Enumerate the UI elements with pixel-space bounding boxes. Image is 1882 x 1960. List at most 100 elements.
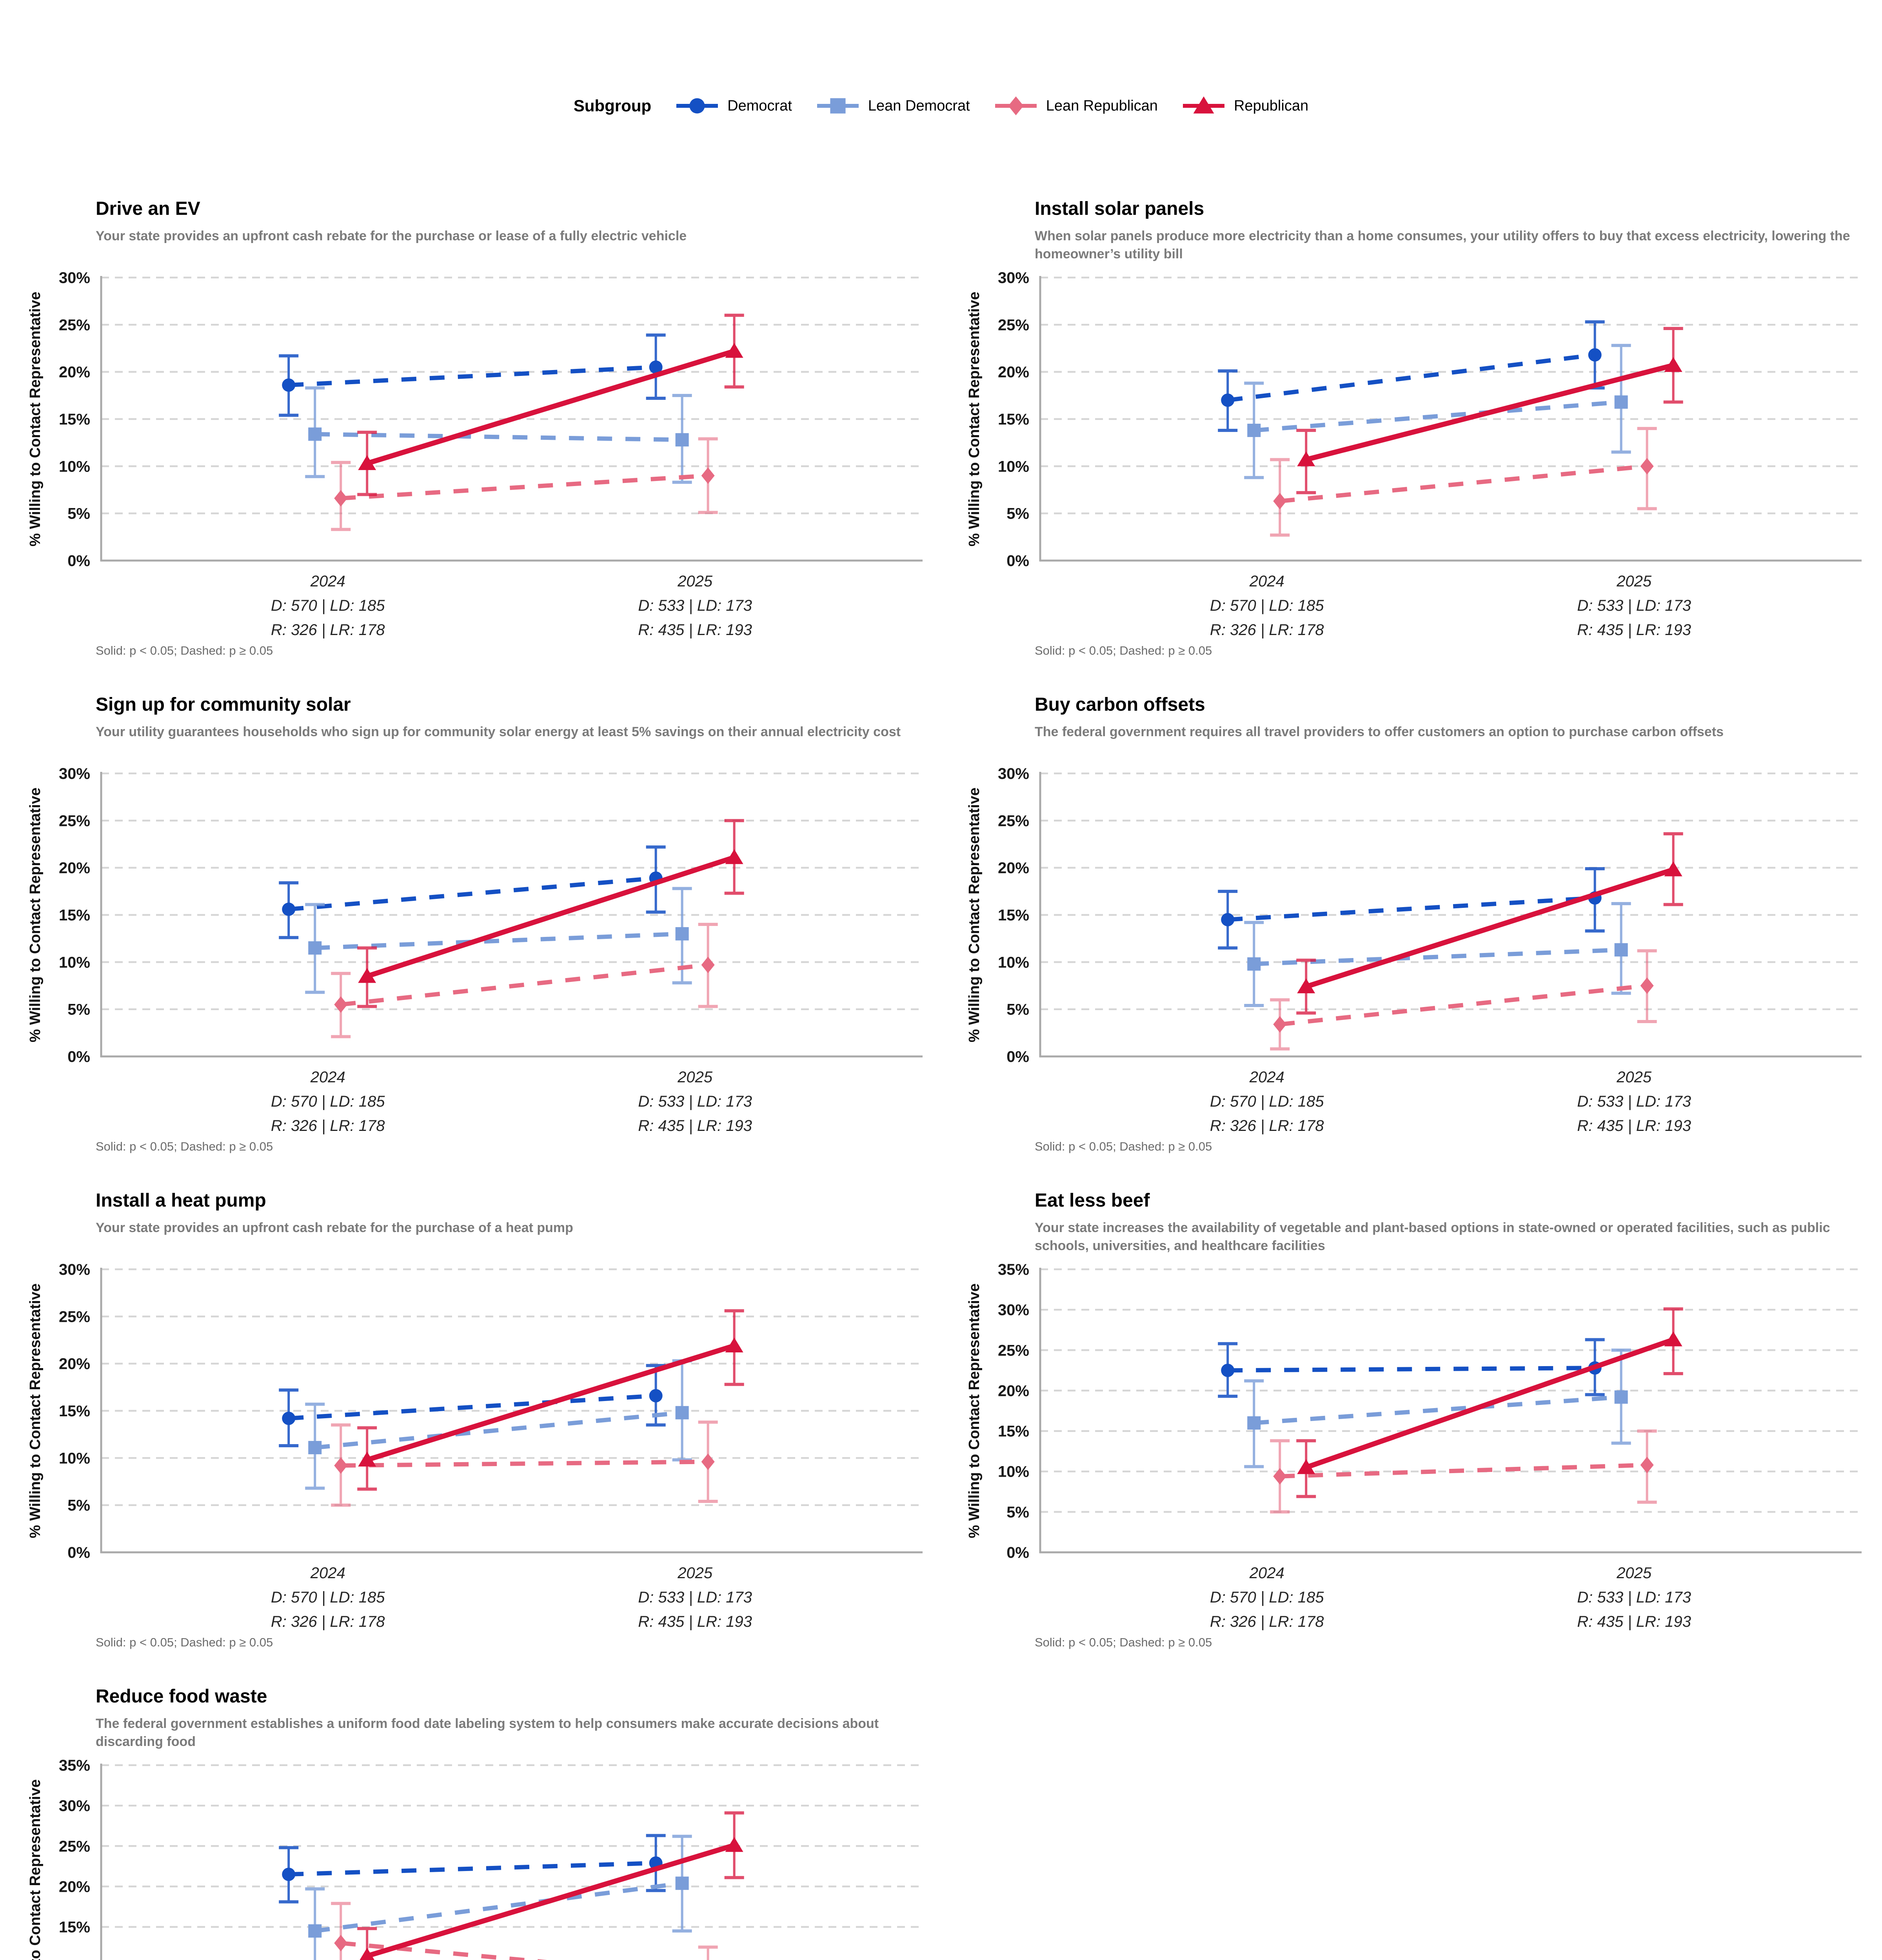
series-lean-republican xyxy=(331,1902,718,1960)
lean-democrat-marker-2025 xyxy=(675,1406,689,1419)
lean-democrat-marker-2024 xyxy=(308,427,322,441)
y-tick-label: 30% xyxy=(59,766,90,782)
lean-republican-marker-2025 xyxy=(701,956,715,973)
y-tick-label: 5% xyxy=(67,1001,90,1018)
series-republican xyxy=(1296,832,1683,1015)
democrat-marker-2025 xyxy=(649,360,663,374)
republican-marker-2024 xyxy=(1297,978,1315,993)
sample-size-label: D: 533 | LD: 173 xyxy=(638,597,752,614)
plot-install-solar-panels: 0% 5% 10% 15% 20% 25% 30% % Willing to Contact … xyxy=(966,270,1862,639)
sample-size-label: D: 570 | LD: 185 xyxy=(271,597,385,614)
y-tick-label: 30% xyxy=(998,1301,1029,1319)
triangle-marker-icon xyxy=(1193,96,1214,114)
series-democrat xyxy=(1218,320,1605,432)
republican-marker-2025 xyxy=(725,343,743,358)
series-democrat xyxy=(279,333,666,417)
plot-reduce-food-waste: 0%5%10%15%20%25%30%35%% Willing to Conta… xyxy=(27,1758,923,1960)
republican-key xyxy=(1183,96,1224,114)
panel-title: Install a heat pump xyxy=(96,1190,266,1211)
series-republican xyxy=(357,314,744,496)
trend-line-solid xyxy=(1305,1337,1674,1470)
y-tick-label: 20% xyxy=(998,1382,1029,1399)
sample-size-label: D: 570 | LD: 185 xyxy=(1210,1093,1324,1110)
y-tick-label: 20% xyxy=(998,860,1029,877)
lean-republican-marker-2025 xyxy=(701,1453,715,1470)
lean-democrat-marker-2024 xyxy=(308,1441,322,1454)
sample-size-label: D: 533 | LD: 173 xyxy=(1577,1093,1691,1110)
y-tick-label: 30% xyxy=(59,270,90,287)
lean-democrat-marker-2025 xyxy=(675,433,689,446)
democrat-marker-2024 xyxy=(282,902,296,916)
y-tick-label: 25% xyxy=(59,812,90,829)
plot-buy-carbon-offsets: 0% 5% 10% 15% 20% 25% 30% % Willing to Contact … xyxy=(966,766,1862,1134)
y-tick-label: 20% xyxy=(59,860,90,877)
x-tick-year: 2025 xyxy=(1616,573,1652,590)
y-tick-label: 25% xyxy=(59,1308,90,1325)
y-tick-label: 0% xyxy=(67,1544,90,1561)
sample-size-label: R: 326 | LR: 178 xyxy=(1210,621,1324,639)
y-tick-label: 10% xyxy=(998,458,1029,475)
y-tick-label: 25% xyxy=(998,812,1029,829)
panel-subtitle: The federal government requires all trav… xyxy=(1035,724,1724,739)
trend-line-dashed xyxy=(315,931,682,950)
lean-democrat-marker-2024 xyxy=(1247,423,1261,437)
y-tick-label: 0% xyxy=(1006,1048,1029,1065)
significance-caption: Solid: p < 0.05; Dashed: p ≥ 0.05 xyxy=(96,1635,273,1649)
series-lean-republican xyxy=(1270,1429,1657,1514)
x-tick-year: 2025 xyxy=(677,1564,713,1582)
lean-democrat-marker-2024 xyxy=(1247,1416,1261,1430)
trend-line-dashed xyxy=(1227,352,1595,403)
panel-install-solar-panels: Install solar panels When solar panels pr… xyxy=(962,198,1881,658)
y-tick-label: 20% xyxy=(998,364,1029,381)
trend-line-dashed xyxy=(1280,1463,1647,1479)
panel-install-a-heat-pump: Install a heat pump Your state provides a… xyxy=(23,1190,942,1650)
y-tick-label: 10% xyxy=(59,954,90,971)
series-lean-democrat xyxy=(305,1359,692,1490)
legend-item-democrat: Democrat xyxy=(674,92,792,120)
sample-size-label: R: 326 | LR: 178 xyxy=(271,1613,385,1630)
sample-size-label: D: 533 | LD: 173 xyxy=(638,1093,752,1110)
democrat-marker-2024 xyxy=(282,378,296,392)
republican-marker-2025 xyxy=(725,1837,743,1852)
trend-line-dashed xyxy=(341,1459,708,1468)
y-axis-title: % Willing to Contact Representative xyxy=(27,788,44,1042)
series-democrat xyxy=(279,845,666,939)
lean-republican-marker-2024 xyxy=(1273,1016,1287,1033)
legend-item-lean-republican: Lean Republican xyxy=(993,92,1158,120)
trend-line-solid xyxy=(366,1343,735,1463)
panel-title: Reduce food waste xyxy=(96,1686,267,1707)
y-tick-label: 5% xyxy=(1006,1504,1029,1521)
lean-democrat-marker-2025 xyxy=(1614,1390,1628,1404)
y-tick-label: 20% xyxy=(59,1356,90,1373)
panel-title: Install solar panels xyxy=(1035,198,1204,219)
series-lean-republican xyxy=(1270,427,1657,537)
lean-republican-marker-2025 xyxy=(701,467,715,484)
sample-size-label: D: 533 | LD: 173 xyxy=(1577,597,1691,614)
republican-marker-2024 xyxy=(360,1947,375,1960)
democrat-marker-2024 xyxy=(282,1867,296,1881)
series-lean-democrat xyxy=(1244,1348,1631,1468)
trend-line-dashed xyxy=(288,365,656,387)
legend-label: Republican xyxy=(1233,97,1309,114)
series-lean-democrat xyxy=(305,386,692,484)
trend-line-dashed xyxy=(314,1410,683,1450)
sample-size-label: D: 533 | LD: 173 xyxy=(638,1589,752,1606)
lean-republican-marker-2024 xyxy=(334,996,348,1013)
lean-republican-marker-2024 xyxy=(334,490,348,507)
republican-marker-2024 xyxy=(1297,1459,1315,1474)
lean-democrat-marker-2025 xyxy=(1614,943,1628,957)
significance-caption: Solid: p < 0.05; Dashed: p ≥ 0.05 xyxy=(96,644,273,657)
panel-subtitle: The federal government establishes a uni… xyxy=(96,1716,879,1749)
y-tick-label: 15% xyxy=(998,411,1029,428)
democrat-marker-2025 xyxy=(649,1389,663,1403)
sample-size-label: D: 570 | LD: 185 xyxy=(271,1589,385,1606)
sample-size-label: R: 435 | LR: 193 xyxy=(638,1117,752,1134)
trend-line-dashed xyxy=(289,1861,656,1877)
y-tick-label: 15% xyxy=(59,1919,90,1936)
y-axis-title: % Willing to Contact Representative xyxy=(27,1283,44,1538)
trend-line-solid xyxy=(366,1843,735,1959)
significance-caption: Solid: p < 0.05; Dashed: p ≥ 0.05 xyxy=(1035,1140,1212,1153)
series-republican xyxy=(1296,1307,1683,1498)
trend-line-dashed xyxy=(314,1881,683,1933)
plot-eat-less-beef: 0% 5% 10% 15% 20% 25% 30% 35% % Willing to Conta… xyxy=(966,1262,1862,1630)
